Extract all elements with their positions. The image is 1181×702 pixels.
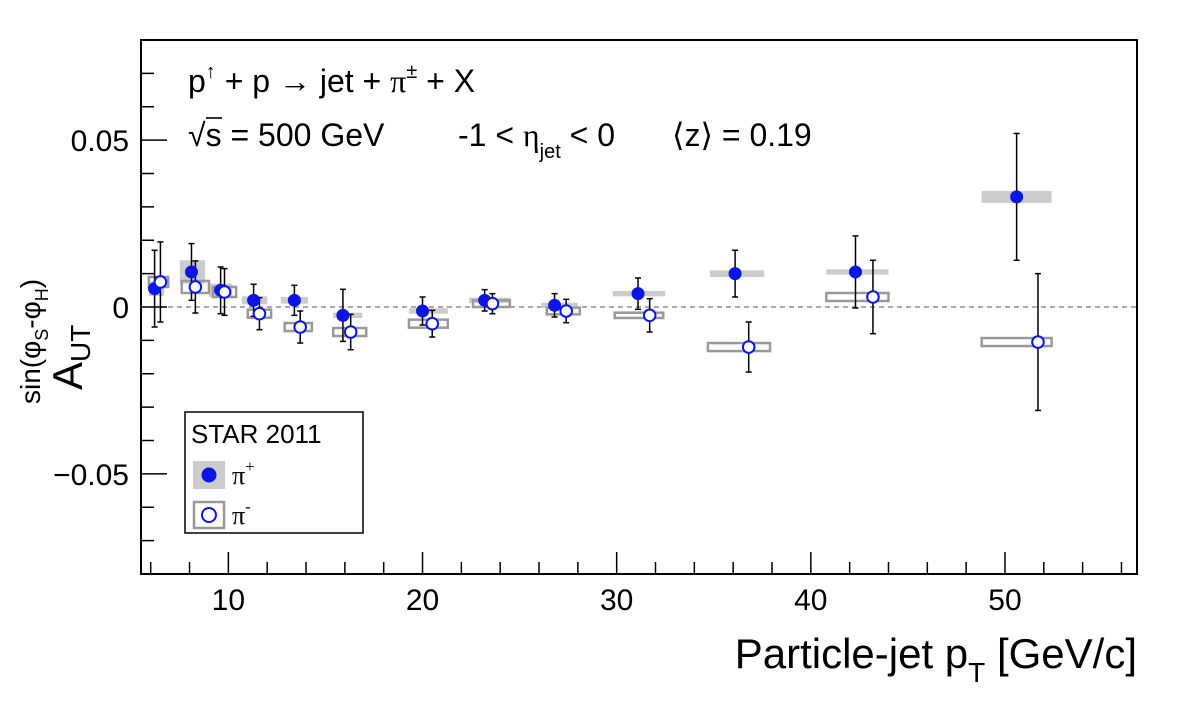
point-pi-plus [287, 293, 301, 307]
point-pi-plus [336, 308, 350, 322]
x-axis-label: Particle-jet pT [GeV/c] [735, 630, 1137, 688]
point-pi-minus [217, 285, 232, 299]
point-pi-minus [252, 306, 267, 321]
annotation-eta-range: -1 < ηjet < 0 [458, 117, 615, 163]
point-pi-plus [184, 265, 198, 279]
y-tick-label: 0 [112, 292, 129, 325]
y-tick-label: −0.05 [53, 459, 129, 492]
point-pi-plus [728, 267, 742, 281]
annotation-mean-z: ⟨z⟩ = 0.19 [672, 117, 812, 153]
syst-box-pi-minus [706, 341, 772, 353]
svg-text:sin(φS-φH): sin(φS-φH) [15, 279, 52, 404]
point-pi-plus [1010, 190, 1024, 204]
point-pi-plus [631, 287, 645, 301]
legend-marker-pi-minus [201, 507, 217, 523]
legend-label-pi-plus: π+ [232, 457, 255, 490]
point-pi-minus [642, 308, 657, 323]
legend-marker-pi-plus [201, 467, 217, 483]
x-tick-label: 10 [212, 584, 245, 617]
legend: STAR 2011 π+ π- [184, 411, 364, 534]
point-pi-minus [1031, 335, 1045, 349]
point-pi-minus [741, 340, 756, 354]
point-pi-minus [425, 316, 440, 331]
point-pi-minus [866, 290, 880, 304]
annotation-reaction: p↑ + p → jet + π± + X [188, 61, 475, 99]
point-pi-plus [548, 298, 562, 312]
legend-label-pi-minus: π- [232, 497, 251, 530]
point-pi-minus [188, 280, 203, 294]
x-tick-label: 50 [988, 584, 1021, 617]
point-pi-minus [153, 275, 168, 289]
annotation-energy: √s = 500 GeV [188, 117, 385, 153]
data-points [148, 190, 1045, 354]
point-pi-minus [343, 325, 358, 339]
legend-title: STAR 2011 [191, 419, 322, 449]
x-tick-label: 30 [600, 584, 633, 617]
error-bars [151, 132, 1041, 412]
syst-box-pi-minus [825, 291, 890, 303]
x-tick-label: 40 [794, 584, 827, 617]
point-pi-plus [848, 265, 862, 279]
point-pi-minus [559, 304, 573, 318]
point-pi-plus [247, 293, 261, 307]
syst-box-pi-minus [613, 311, 665, 320]
svg-text:AUT: AUT [44, 325, 96, 390]
systematic-boxes [147, 190, 1053, 353]
point-pi-minus [293, 320, 308, 334]
y-axis-label: AUT sin(φS-φH) [15, 279, 96, 404]
axis-ticks: 10 20 30 40 50 −0.05 0 0.05 [53, 72, 1123, 617]
point-pi-plus [416, 304, 430, 318]
y-tick-label: 0.05 [71, 125, 129, 158]
point-pi-minus [485, 296, 500, 311]
x-tick-label: 20 [406, 584, 439, 617]
syst-box-pi-minus [980, 336, 1053, 348]
